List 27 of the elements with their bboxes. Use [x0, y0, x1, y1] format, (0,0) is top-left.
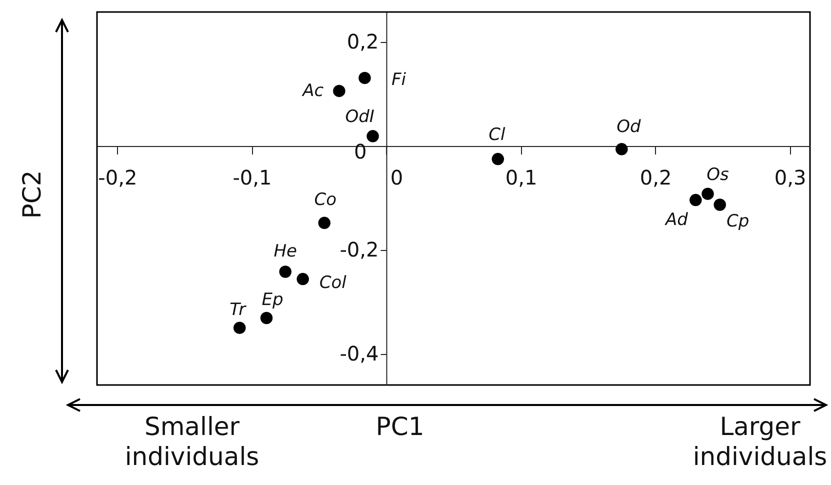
annotation: Cp [726, 212, 750, 232]
y-tick-label: -0,4 [340, 341, 379, 366]
x-tick-label: -0,1 [232, 166, 272, 190]
x-tick-label: 0,3 [774, 166, 806, 190]
x-tick-label: 0,2 [640, 166, 672, 190]
annotation: Col [319, 273, 347, 294]
annotation: Od [616, 117, 641, 138]
annotation: Co [314, 190, 336, 210]
annotation: Cl [488, 125, 506, 146]
annotation: Ep [262, 290, 284, 310]
x-tick-label: -0,2 [98, 166, 138, 190]
x-axis-title: PC1 [374, 412, 426, 441]
y-tick-label: -0,2 [340, 237, 379, 262]
y-tick-label: 0,2 [346, 30, 379, 54]
annotation: Ac [302, 80, 324, 101]
annotation: He [274, 242, 297, 262]
y-tick-label: 0 [354, 140, 367, 164]
text: Larger individuals [692, 412, 828, 472]
annotation: Os [706, 164, 730, 185]
x-tick-label: 0,1 [505, 166, 538, 190]
annotation: Ad [664, 210, 688, 230]
annotation: OdI [345, 107, 374, 128]
x-tick-label: 0 [390, 166, 404, 190]
text: Smaller individuals [124, 412, 260, 472]
annotation: Tr [230, 300, 247, 320]
annotation: Fi [391, 70, 406, 90]
y-axis-title: PC2 [18, 169, 46, 221]
